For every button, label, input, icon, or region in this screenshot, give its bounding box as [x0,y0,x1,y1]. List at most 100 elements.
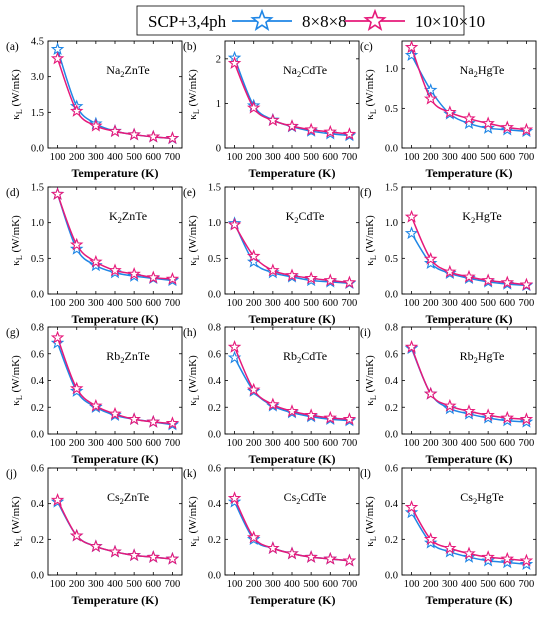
x-tick-label: 200 [246,298,262,309]
y-tick-label: 0.6 [208,349,221,360]
y-tick-label: 0.8 [208,323,221,334]
y-tick-label: 0.6 [385,349,398,360]
data-point-star [481,121,495,134]
x-tick-label: 700 [342,152,358,163]
y-tick-label: 1.0 [208,218,221,229]
panel: 100 200 300 400 500 600 700 0.0 0.5 1.0 1.5 (d) κL (… [6,183,183,326]
panel: 100 200 300 400 500 600 700 0.0 0.2 0.4 0.6 (l) κL (… [360,464,537,607]
y-tick-label: 1.0 [385,218,398,229]
x-tick-label: 600 [145,298,161,309]
x-tick-label: 700 [342,438,358,449]
data-point-star [246,249,261,262]
data-point-star [519,553,534,567]
data-point-star [342,127,357,140]
data-point-star [500,555,515,569]
data-point-star [462,550,476,563]
data-point-star [462,111,476,125]
data-point-star [50,51,65,65]
compound-label: Na2HgTe [460,63,505,79]
x-tick-label: 700 [342,579,358,590]
y-tick-label: 0.8 [31,323,44,334]
y-tick-label: 0.5 [31,254,44,265]
panel-label: (b) [183,41,197,53]
legend-entry-label: 8×8×8 [302,12,347,31]
x-tick-label: 600 [322,152,338,163]
x-tick-label: 400 [284,579,300,590]
y-axis-label: κL (W/mK) [187,69,201,120]
panel-label: (c) [360,41,373,53]
data-point-star [246,100,261,114]
x-tick-label: 200 [69,152,85,163]
x-axis-label: Temperature (K) [72,593,159,607]
legend: SCP+3,4ph 8×8×8 10×10×10 [136,5,485,36]
x-axis-label: Temperature (K) [249,312,336,326]
x-tick-label: 600 [499,438,515,449]
y-tick-label: 0.4 [31,376,45,387]
data-point-star [285,546,299,560]
y-tick-label: 4.5 [31,37,44,48]
data-point-star [404,40,419,54]
x-tick-label: 100 [50,579,66,590]
x-tick-label: 700 [165,152,181,163]
x-tick-label: 100 [404,579,420,590]
data-point-star [69,237,84,251]
y-tick-label: 0.2 [385,535,398,546]
data-point-star [342,412,357,426]
data-point-star [404,226,419,240]
data-point-star [69,241,84,255]
panel-label: (e) [183,187,196,199]
x-tick-label: 400 [461,152,477,163]
x-tick-label: 100 [404,438,420,449]
data-point-star [323,124,338,138]
data-point-star [404,339,419,353]
x-tick-label: 100 [227,298,243,309]
data-point-star [500,551,515,565]
data-point-star [69,528,84,542]
data-point-star [227,56,242,70]
data-point-star [304,122,318,136]
x-tick-label: 600 [322,579,338,590]
data-point-star [108,544,122,558]
x-tick-label: 500 [126,579,142,590]
x-tick-label: 700 [165,298,181,309]
data-point-star [500,120,515,134]
x-tick-label: 500 [480,438,496,449]
data-point-star [404,500,419,513]
x-tick-label: 200 [423,579,439,590]
x-tick-label: 100 [404,298,420,309]
x-tick-label: 600 [322,298,338,309]
legend-title: SCP+3,4ph [148,12,227,31]
x-tick-label: 300 [265,438,281,449]
y-tick-label: 0.4 [208,499,222,510]
data-point-star [89,254,103,268]
x-tick-label: 500 [480,298,496,309]
y-tick-label: 0.0 [385,571,398,582]
data-point-star [323,551,338,565]
x-tick-label: 300 [88,438,104,449]
plot-frame [401,40,537,149]
data-point-star [127,127,141,141]
x-tick-label: 400 [461,438,477,449]
y-axis-label: κL (W/mK) [10,496,24,547]
x-tick-label: 300 [265,298,281,309]
y-tick-label: 0.6 [208,464,221,475]
y-tick-label: 1 [216,99,221,110]
y-tick-label: 0.2 [31,535,44,546]
data-point-star [304,408,318,422]
x-tick-label: 700 [519,579,535,590]
x-tick-label: 200 [69,298,85,309]
panel: 100 200 300 400 500 600 700 0 1 2 (b) κL (W/mK) Temp… [183,40,360,180]
data-point-star [462,546,476,560]
x-tick-label: 400 [107,152,123,163]
x-tick-label: 600 [322,438,338,449]
data-point-star [342,275,357,289]
x-tick-label: 100 [50,152,66,163]
x-tick-label: 600 [499,298,515,309]
x-tick-label: 300 [88,298,104,309]
data-point-star [443,105,457,119]
y-tick-label: 0.4 [385,376,399,387]
data-point-star [246,382,261,396]
data-point-star [304,271,318,285]
x-tick-label: 300 [442,579,458,590]
